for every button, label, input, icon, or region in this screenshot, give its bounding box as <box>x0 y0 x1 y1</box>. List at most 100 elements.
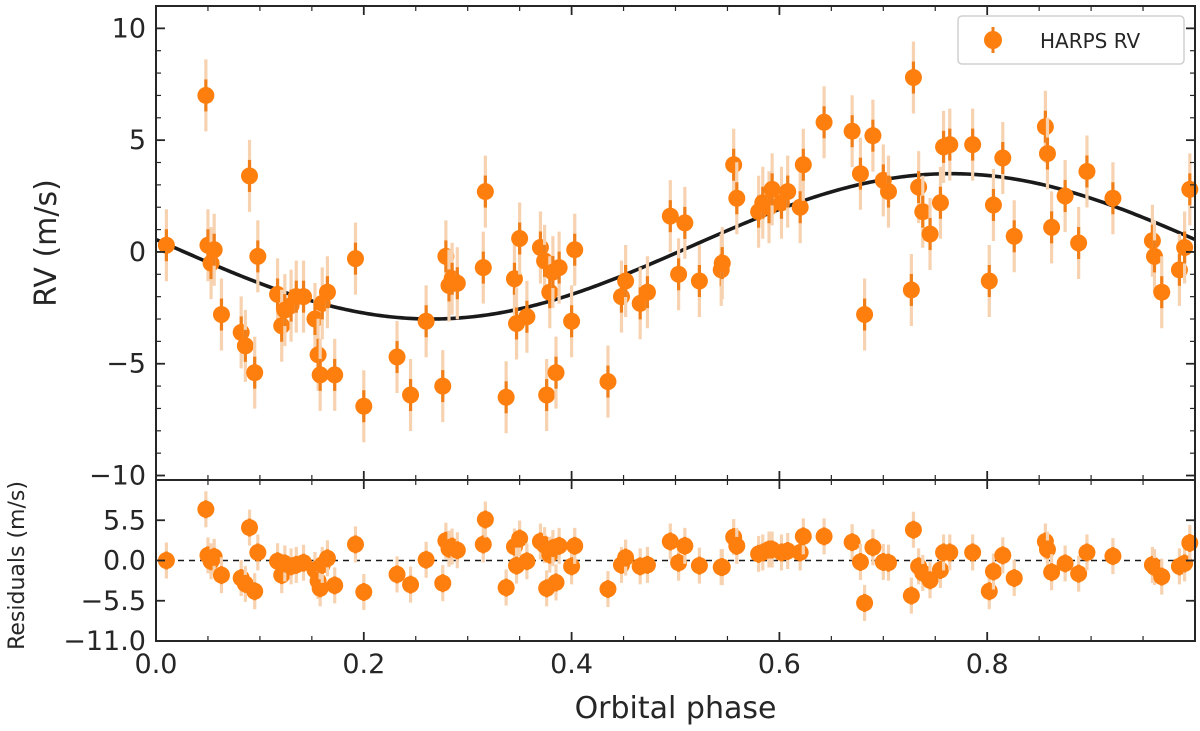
rv-point <box>670 238 688 311</box>
residual-point <box>246 573 264 610</box>
rv-point <box>566 213 584 286</box>
rv-point-marker <box>157 236 175 254</box>
residual-point-marker <box>388 565 406 583</box>
residual-point <box>566 527 584 564</box>
residual-point-marker <box>931 561 949 579</box>
residual-point <box>1005 560 1023 597</box>
rv-point <box>638 256 656 329</box>
rv-point <box>511 202 529 275</box>
rv-point <box>417 285 435 358</box>
residual-point <box>388 556 406 593</box>
residual-point-marker <box>566 537 584 555</box>
residual-point-marker <box>355 583 373 601</box>
residual-point <box>1104 538 1122 575</box>
residual-point <box>511 520 529 557</box>
rv-point-marker <box>1176 238 1194 256</box>
rv-point <box>1005 200 1023 273</box>
rv-point <box>212 278 230 351</box>
rv-point-marker <box>550 259 568 277</box>
rv-y-tick-label: 10 <box>112 13 146 44</box>
rv-point-marker <box>728 189 746 207</box>
rv-point <box>246 336 264 409</box>
residual-point-marker <box>1153 568 1171 586</box>
rv-point-marker <box>638 283 656 301</box>
rv-point <box>676 186 694 259</box>
rv-y-tick-label: 0 <box>129 237 146 268</box>
rv-point <box>661 180 679 253</box>
x-tick-label: 0.0 <box>135 649 178 680</box>
residual-point <box>326 567 344 604</box>
rv-point <box>508 287 526 360</box>
residual-point <box>249 534 267 571</box>
rv-point-marker <box>1078 162 1096 180</box>
rv-point <box>779 155 797 228</box>
rv-point-marker <box>1005 227 1023 245</box>
residual-point-marker <box>497 579 515 597</box>
residual-point-marker <box>638 556 656 574</box>
rv-points-layer <box>157 41 1199 443</box>
residual-point <box>402 566 420 603</box>
rv-point-marker <box>794 156 812 174</box>
residual-point-marker <box>547 573 565 591</box>
rv-y-axis-label: RV (m/s) <box>29 179 64 307</box>
residual-point <box>994 537 1012 574</box>
residual-point <box>1056 545 1074 582</box>
rv-point-marker <box>1043 218 1061 236</box>
residual-point <box>518 543 536 580</box>
x-axis-ticks: 0.0 0.2 0.4 0.6 0.8 <box>135 6 1144 680</box>
residual-point-marker <box>346 535 364 553</box>
residuals-panel: 5.5 0.0 −5.5 −11.0 Residuals (m/s) <box>5 479 1199 657</box>
rv-point-marker <box>815 113 833 131</box>
rv-point <box>518 280 536 353</box>
rv-point-marker <box>434 377 452 395</box>
rv-point-marker <box>713 254 731 272</box>
rv-point-marker <box>910 178 928 196</box>
residual-point-marker <box>241 519 259 537</box>
rv-point-marker <box>511 230 529 248</box>
residual-point-marker <box>599 580 617 598</box>
residual-point-marker <box>550 537 568 555</box>
rv-point-marker <box>1070 234 1088 252</box>
residual-point <box>1070 555 1088 592</box>
rv-point-marker <box>212 306 230 324</box>
rv-point <box>538 359 556 432</box>
residual-point-marker <box>980 582 998 600</box>
rv-point-marker <box>994 149 1012 167</box>
x-axis-label: Orbital phase <box>575 691 777 726</box>
rv-point <box>497 361 515 434</box>
residual-points-layer <box>157 491 1199 621</box>
rv-point <box>879 155 897 228</box>
rv-point <box>474 231 492 304</box>
rv-point-marker <box>864 127 882 145</box>
residuals-y-axis-label: Residuals (m/s) <box>5 481 30 650</box>
residual-point-marker <box>921 571 939 589</box>
rv-point <box>864 99 882 172</box>
residual-point <box>197 491 215 528</box>
rv-point-marker <box>518 308 536 326</box>
rv-point <box>902 253 920 326</box>
residual-point <box>417 541 435 578</box>
rv-point <box>931 166 949 239</box>
rv-panel-frame <box>155 5 1196 481</box>
residual-point-marker <box>205 548 223 566</box>
residual-point-marker <box>474 535 492 553</box>
rv-point-marker <box>661 207 679 225</box>
residual-point-marker <box>476 511 494 529</box>
rv-point-marker <box>563 312 581 330</box>
legend: HARPS RV <box>957 15 1185 65</box>
rv-point-marker <box>417 312 435 330</box>
legend-marker <box>984 31 1002 49</box>
rv-point-marker <box>249 247 267 265</box>
residual-point-marker <box>511 530 529 548</box>
rv-point-marker <box>246 364 264 382</box>
rv-point-marker <box>346 250 364 268</box>
residuals-y-ticks: 5.5 0.0 −5.5 −11.0 <box>63 505 1195 657</box>
residual-point-marker <box>434 574 452 592</box>
residual-point-marker <box>902 587 920 605</box>
rv-point-marker <box>902 281 920 299</box>
residual-point <box>1153 558 1171 595</box>
residual-point-marker <box>417 551 435 569</box>
residual-point <box>212 557 230 594</box>
residual-point-marker <box>157 552 175 569</box>
rv-point <box>980 245 998 318</box>
